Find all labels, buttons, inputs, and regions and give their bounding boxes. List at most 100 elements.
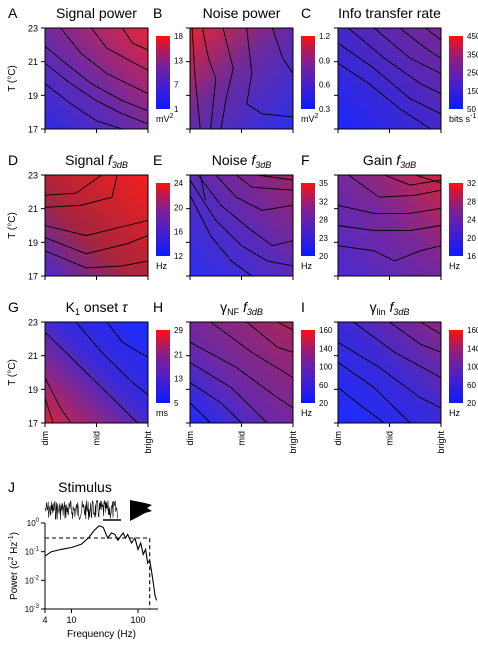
colorbar-tick-label: 20 — [467, 399, 476, 408]
colorbar-unit: bits s-1 — [449, 113, 476, 124]
colorbar-tick-label: 13 — [174, 375, 183, 384]
contour-line — [337, 341, 442, 409]
target-spectrum-line — [45, 537, 158, 610]
panel-title: Noise f3dB — [212, 152, 272, 170]
contour-line — [44, 174, 102, 196]
colorbar-tick-label: 20 — [319, 252, 328, 261]
contour-line — [44, 219, 149, 237]
colorbar-tick-label: 350 — [467, 50, 478, 59]
contour-line — [384, 174, 442, 186]
contour-line — [191, 27, 201, 130]
x-tick-label: dim — [185, 431, 195, 446]
contour-line — [353, 321, 442, 378]
colorbar — [301, 36, 315, 109]
y-axis-label: T (°C) — [7, 359, 18, 386]
heatmap-fill — [190, 322, 293, 423]
colorbar-tick-label: 12 — [174, 252, 183, 261]
colorbar-tick-label: 16 — [467, 252, 476, 261]
y-tick-label: 10-3 — [25, 604, 40, 614]
contour-line — [44, 250, 149, 269]
panel-title: Info transfer rate — [338, 5, 441, 21]
colorbar-tick-label: 32 — [319, 197, 328, 206]
colorbar-unit: Hz — [301, 261, 312, 271]
colorbar-tick-label: 5 — [174, 399, 179, 408]
colorbar-unit: Hz — [301, 408, 312, 418]
y-tick-label: 10-1 — [25, 547, 40, 557]
contour-line — [75, 321, 149, 396]
colorbar-tick-label: 23 — [319, 234, 328, 243]
colorbar-tick-label: 450 — [467, 32, 478, 41]
colorbar — [301, 330, 315, 403]
contour-line — [189, 194, 253, 277]
colorbar-tick-label: 50 — [467, 105, 476, 114]
colorbar-tick-label: 160 — [319, 326, 333, 335]
x-tick-label: bright — [143, 431, 153, 454]
colorbar — [156, 330, 170, 403]
colorbar-tick-label: 24 — [174, 179, 183, 188]
x-tick-label: dim — [333, 431, 343, 446]
colorbar-tick-label: 60 — [319, 381, 328, 390]
contour-line — [210, 321, 294, 378]
contour-line — [189, 402, 211, 424]
panel-letter: H — [153, 299, 163, 315]
contour-line — [215, 174, 294, 211]
colorbar-unit: Hz — [449, 408, 460, 418]
panel-letter: D — [8, 152, 18, 168]
heatmap-fill — [338, 175, 441, 276]
colorbar-tick-label: 1 — [174, 105, 179, 114]
heatmap-fill — [338, 322, 441, 423]
heatmap-fill — [190, 28, 293, 129]
contour-line — [337, 225, 442, 232]
contour-line — [189, 341, 294, 409]
contour-line — [44, 45, 149, 112]
y-tick-label: 19 — [28, 238, 38, 248]
colorbar-tick-label: 32 — [467, 179, 476, 188]
y-tick-label: 100 — [27, 518, 40, 528]
contour-line — [189, 382, 242, 424]
heatmap-fill — [338, 28, 441, 129]
panel-title: K1 onset τ — [66, 299, 128, 317]
panel-title: Gain f3dB — [363, 152, 416, 170]
panel-g: G K1 onset τ 23 21 19 17 T (°C) dim mid bright 29 2… — [7, 299, 183, 454]
colorbar-tick-label: 60 — [467, 381, 476, 390]
colorbar-tick-label: 100 — [467, 363, 478, 372]
x-axis-label: Frequency (Hz) — [67, 629, 136, 640]
colorbar-tick-label: 150 — [467, 87, 478, 96]
contour-line — [60, 27, 149, 95]
colorbar-tick-label: 20 — [319, 399, 328, 408]
y-tick-label: 21 — [28, 351, 38, 361]
panel-d: D Signal f3dB 23 21 19 17 T (°C) 24 20 16 12 Hz — [7, 152, 183, 282]
colorbar-tick-label: 250 — [467, 69, 478, 78]
x-tick-label: 4 — [42, 615, 47, 625]
contour-line — [348, 27, 442, 95]
panel-letter: B — [153, 5, 162, 21]
colorbar-tick-label: 0.9 — [319, 56, 331, 65]
contour-line — [220, 27, 234, 130]
panel-letter: I — [301, 299, 305, 315]
contour-line — [106, 321, 149, 358]
contour-line — [337, 62, 431, 130]
contour-line — [425, 27, 442, 41]
contour-line — [399, 27, 442, 59]
panel-title: Signal f3dB — [65, 152, 128, 170]
x-tick-label: mid — [237, 431, 247, 446]
contour-line — [337, 204, 442, 214]
contour-line — [44, 235, 149, 255]
contour-line — [44, 377, 72, 424]
panel-title: Signal power — [56, 5, 137, 21]
x-tick-label: mid — [92, 431, 102, 446]
panel-letter: A — [8, 5, 18, 21]
contour-line — [256, 174, 294, 181]
colorbar-unit: Hz — [449, 261, 460, 271]
colorbar-tick-label: 24 — [467, 216, 476, 225]
colorbar-tick-label: 0.3 — [319, 105, 331, 114]
contour-line — [44, 62, 149, 125]
contour-line — [236, 174, 294, 191]
y-axis-label: T (°C) — [7, 212, 18, 239]
colorbar-tick-label: 28 — [467, 197, 476, 206]
heatmap-fill — [45, 322, 148, 423]
contour-line — [246, 27, 294, 118]
